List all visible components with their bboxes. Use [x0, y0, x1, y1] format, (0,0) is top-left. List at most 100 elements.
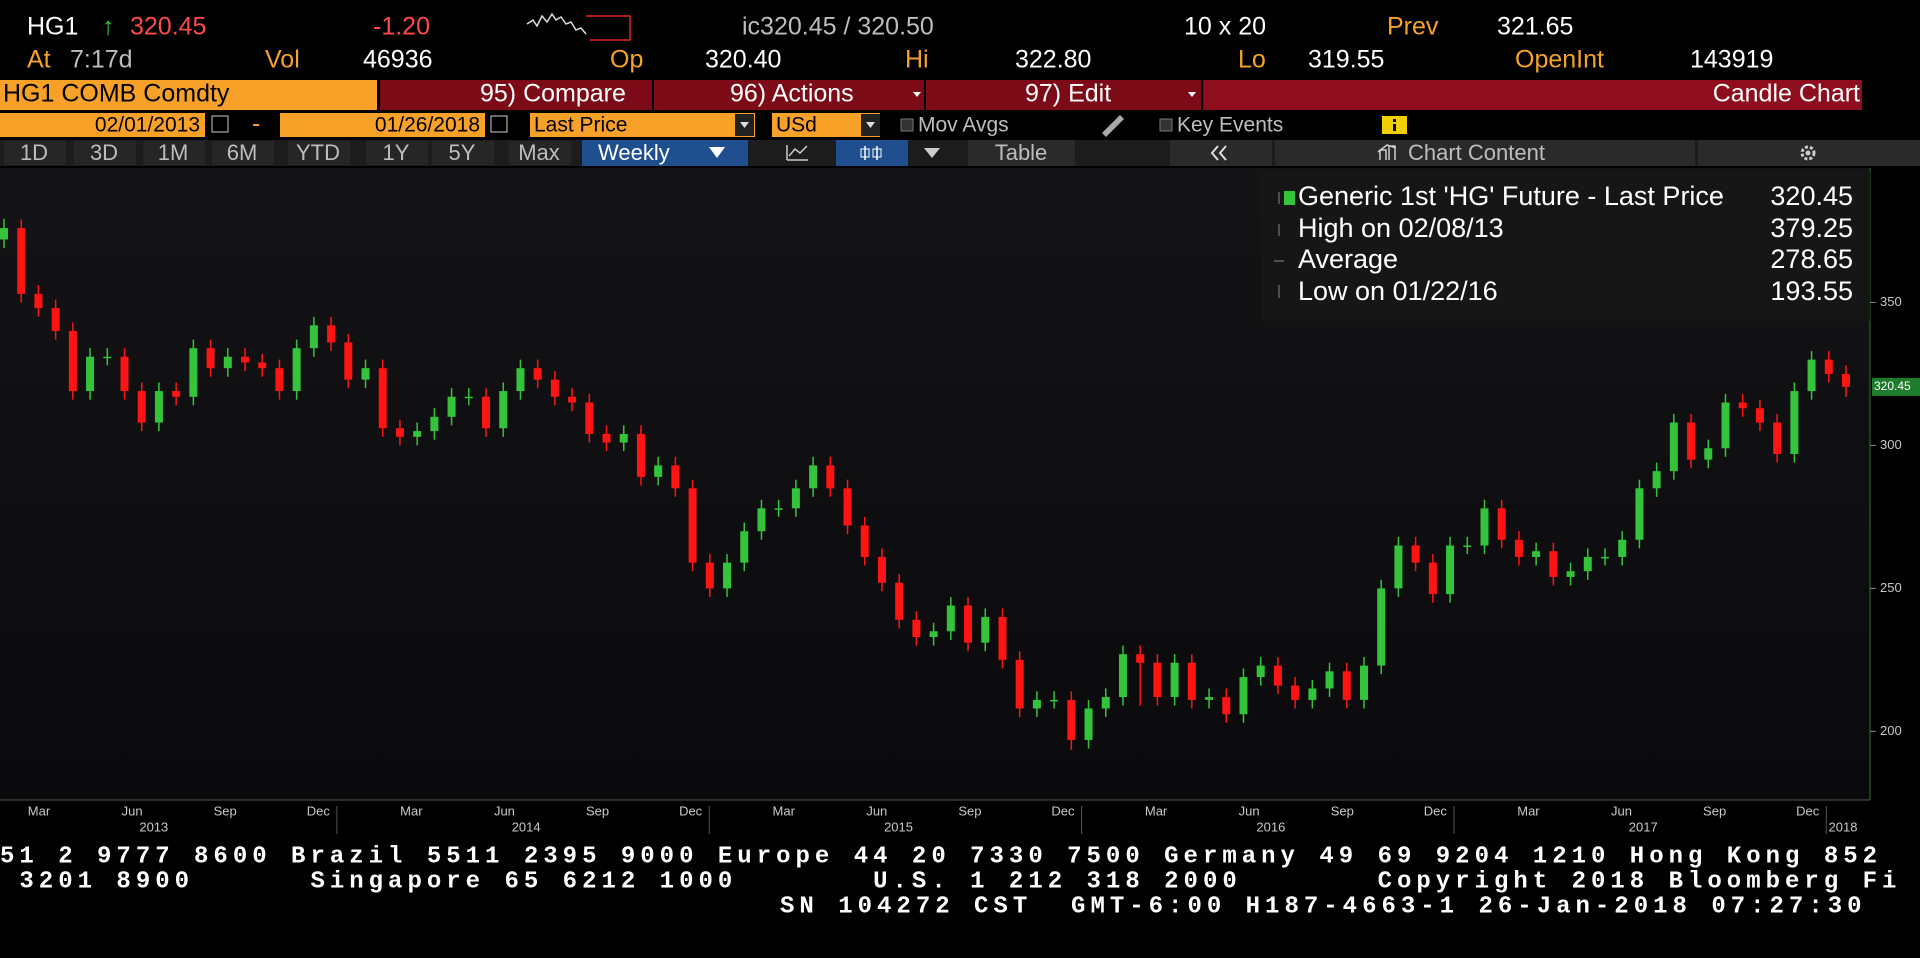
candle-icon[interactable] — [860, 148, 870, 158]
candle-body — [1136, 654, 1145, 663]
table-button[interactable] — [968, 140, 1075, 166]
period-button[interactable] — [212, 141, 274, 165]
period-button[interactable] — [143, 141, 205, 165]
gear-icon[interactable] — [1800, 145, 1816, 161]
field[interactable]: Last Price — [534, 114, 627, 137]
candle-body — [1222, 697, 1231, 715]
period-label[interactable]: 1Y — [383, 140, 410, 165]
candle-body — [998, 616, 1007, 660]
period-label[interactable]: YTD — [296, 140, 340, 165]
calendar-icon[interactable] — [211, 115, 229, 133]
candle-body — [1480, 508, 1489, 546]
period-label[interactable]: 1M — [158, 140, 189, 165]
period-label[interactable]: 3D — [90, 140, 118, 165]
candle-body — [1669, 422, 1678, 472]
key-events[interactable]: Key Events — [1177, 114, 1283, 137]
dropdown-arrow[interactable] — [1188, 92, 1196, 97]
collapse-icon[interactable] — [1210, 145, 1227, 161]
x-tick-label: Mar — [1517, 803, 1540, 818]
candle-body — [395, 428, 404, 437]
year-label: 2017 — [1629, 819, 1658, 834]
x-tick-label: Sep — [1331, 803, 1354, 818]
chart-content[interactable]: Chart Content — [1408, 140, 1545, 165]
start-date[interactable]: 02/01/2013 — [95, 114, 200, 137]
period-button[interactable] — [4, 141, 66, 165]
candle-icon-box[interactable] — [836, 140, 908, 166]
candle-body — [51, 308, 60, 332]
checkbox[interactable] — [900, 118, 914, 132]
vol-value: 46936 — [363, 46, 433, 74]
end-date-box[interactable] — [280, 113, 485, 137]
legend-low-label: Low on 01/22/16 — [1298, 276, 1498, 306]
menu-edit[interactable]: 97) Edit — [1025, 80, 1111, 108]
mov-avgs[interactable]: Mov Avgs — [918, 114, 1009, 137]
dropdown-arrow[interactable] — [709, 147, 725, 158]
chart-content-icon[interactable] — [1377, 144, 1397, 160]
candle-body — [258, 362, 267, 369]
candle-icon[interactable] — [864, 146, 878, 160]
y-tick-label: 250 — [1880, 580, 1902, 595]
chart-content-button[interactable] — [1275, 140, 1695, 166]
candle-body — [275, 368, 284, 392]
x-tick-label: Mar — [400, 803, 423, 818]
checkbox[interactable] — [1159, 118, 1173, 132]
candle-body — [1566, 571, 1575, 577]
candle-body — [550, 379, 559, 397]
low-label: Lo — [1238, 46, 1266, 74]
candle-body — [1687, 422, 1696, 460]
legend-box — [1261, 171, 1870, 321]
period-button[interactable] — [509, 141, 571, 165]
end-date[interactable]: 01/26/2018 — [375, 114, 480, 137]
line-chart-icon[interactable] — [786, 145, 808, 161]
pencil-icon[interactable] — [1102, 115, 1124, 137]
start-date-box[interactable] — [0, 113, 205, 137]
period-label[interactable]: 1D — [20, 140, 48, 165]
dropdown-arrow[interactable] — [866, 122, 875, 128]
dropdown-arrow[interactable] — [924, 148, 940, 158]
field-box[interactable] — [530, 113, 755, 137]
frequency[interactable]: Weekly — [598, 140, 670, 165]
candle-body — [68, 331, 77, 392]
menu-bar-right — [1204, 80, 1862, 110]
candle-body — [223, 356, 232, 369]
period-button[interactable] — [432, 141, 494, 165]
openint-label: OpenInt — [1515, 46, 1604, 74]
candle-body — [809, 465, 818, 489]
candle-body — [585, 402, 594, 434]
candle-body — [705, 562, 714, 589]
legend-average-label: Average — [1298, 244, 1398, 274]
candle-body — [1377, 588, 1386, 666]
year-label: 2016 — [1256, 819, 1285, 834]
candle-body — [34, 293, 43, 309]
period-label[interactable]: 5Y — [449, 140, 476, 165]
calendar-icon[interactable] — [490, 115, 508, 133]
period-label[interactable]: Max — [518, 140, 560, 165]
candle-body — [1205, 697, 1214, 700]
candle-icon[interactable] — [872, 148, 882, 158]
x-tick-label: Sep — [214, 803, 237, 818]
candle-body — [0, 228, 8, 240]
candle-body — [499, 391, 508, 429]
candle-body — [929, 631, 938, 637]
dropdown-arrow[interactable] — [913, 92, 921, 97]
period-button[interactable] — [288, 141, 350, 165]
security[interactable]: HG1 COMB Comdty — [3, 80, 230, 108]
openint-value: 143919 — [1690, 46, 1773, 74]
gear-icon[interactable] — [1805, 150, 1811, 156]
period-button[interactable] — [366, 141, 428, 165]
table[interactable]: Table — [995, 140, 1048, 165]
security-box[interactable] — [0, 80, 377, 110]
candle-body — [292, 348, 301, 392]
candle-body — [1773, 422, 1782, 454]
y-tick-label: 350 — [1880, 294, 1902, 309]
menu-actions[interactable]: 96) Actions — [730, 80, 854, 108]
x-tick-label: Dec — [307, 803, 331, 818]
info-icon-dot — [1393, 119, 1396, 122]
dropdown-arrow[interactable] — [740, 122, 749, 128]
legend-high: 379.25 — [1770, 213, 1853, 243]
currency[interactable]: USd — [776, 114, 817, 137]
period-button[interactable] — [74, 141, 136, 165]
period-label[interactable]: 6M — [227, 140, 258, 165]
menu-compare[interactable]: 95) Compare — [480, 80, 626, 108]
